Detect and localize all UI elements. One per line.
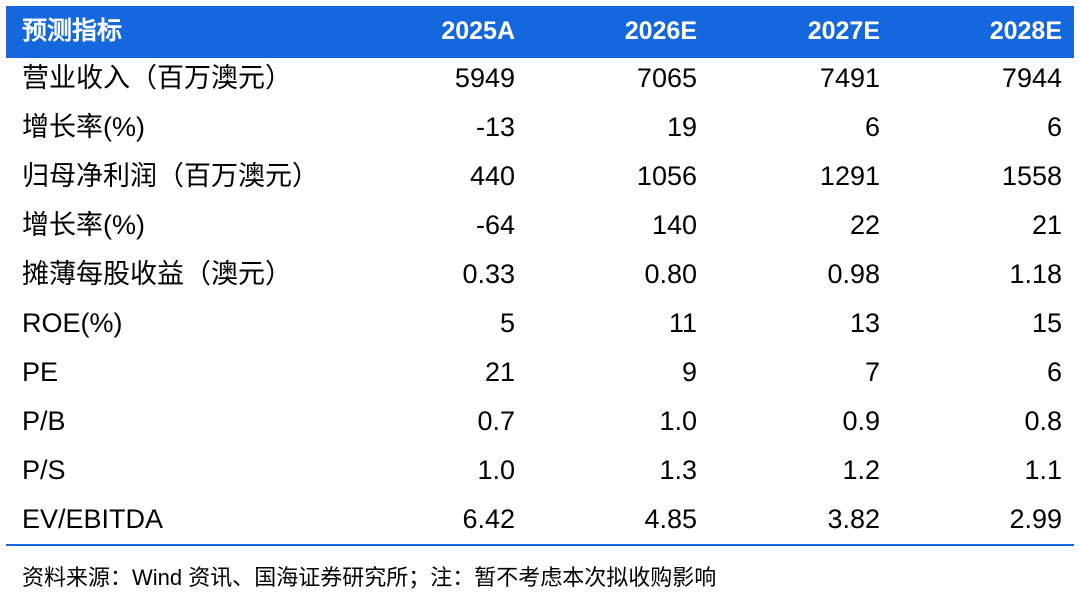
value-cell: 6 (864, 112, 880, 142)
row-label: 摊薄每股收益（澳元） (22, 259, 292, 289)
value-cell: 4.85 (644, 504, 697, 534)
header-cell: 2025A (441, 17, 515, 45)
value-cell: 7065 (636, 63, 697, 93)
value-cell: 1056 (636, 161, 697, 191)
value-cell: 7491 (819, 63, 880, 93)
value-cell: 6 (1046, 357, 1062, 387)
value-cell: 6.42 (462, 504, 515, 534)
value-cell: 9 (681, 357, 697, 387)
value-cell: 21 (484, 357, 515, 387)
source-note: 资料来源：Wind 资讯、国海证券研究所；注：暂不考虑本次拟收购影响 (22, 565, 717, 590)
value-cell: 1.0 (477, 455, 515, 485)
value-cell: 5949 (454, 63, 515, 93)
value-cell: 140 (651, 210, 697, 240)
row-label: PE (22, 357, 59, 387)
header-bar (6, 6, 1074, 58)
header-cell: 2027E (807, 17, 880, 45)
value-cell: 0.7 (477, 406, 515, 436)
header-cell: 2026E (624, 17, 697, 45)
value-cell: -64 (475, 210, 515, 240)
bottom-rule (6, 544, 1074, 546)
value-cell: 2.99 (1009, 504, 1062, 534)
row-label: ROE(%) (22, 308, 123, 338)
header-cell: 2028E (989, 17, 1062, 45)
value-cell: 1.1 (1024, 455, 1062, 485)
value-cell: 11 (668, 308, 697, 338)
value-cell: 0.9 (842, 406, 880, 436)
row-label: 营业收入（百万澳元） (22, 63, 292, 93)
value-cell: 15 (1031, 308, 1062, 338)
value-cell: 6 (1046, 112, 1062, 142)
value-cell: 1.2 (842, 455, 880, 485)
value-cell: 440 (469, 161, 515, 191)
value-cell: 0.33 (462, 259, 515, 289)
value-cell: 7 (864, 357, 880, 387)
header-cell: 预测指标 (22, 17, 123, 45)
row-label: EV/EBITDA (22, 504, 164, 534)
value-cell: 1558 (1001, 161, 1062, 191)
row-label: 增长率(%) (22, 112, 145, 142)
row-label: 归母净利润（百万澳元） (22, 161, 319, 191)
value-cell: 3.82 (827, 504, 880, 534)
value-cell: 21 (1031, 210, 1062, 240)
value-cell: 22 (849, 210, 880, 240)
value-cell: 1.0 (659, 406, 697, 436)
row-label: P/S (22, 455, 66, 485)
value-cell: 7944 (1001, 63, 1062, 93)
value-cell: 0.8 (1024, 406, 1062, 436)
value-cell: -13 (475, 112, 515, 142)
value-cell: 1.3 (659, 455, 697, 485)
value-cell: 5 (499, 308, 515, 338)
value-cell: 19 (666, 112, 697, 142)
value-cell: 1.18 (1009, 259, 1062, 289)
row-label: 增长率(%) (22, 210, 145, 240)
value-cell: 0.98 (827, 259, 880, 289)
value-cell: 0.80 (644, 259, 697, 289)
value-cell: 1291 (819, 161, 880, 191)
value-cell: 13 (849, 308, 880, 338)
row-label: P/B (22, 406, 66, 436)
